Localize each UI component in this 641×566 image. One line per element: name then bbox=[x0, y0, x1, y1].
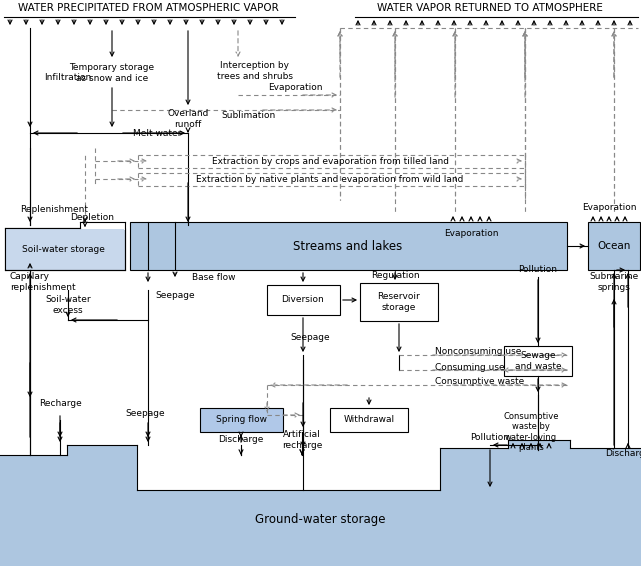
Text: Artificial
recharge: Artificial recharge bbox=[282, 430, 322, 450]
Bar bbox=[5, 228, 125, 270]
Text: Melt water: Melt water bbox=[133, 128, 181, 138]
Text: Discharge: Discharge bbox=[219, 435, 263, 444]
Text: Withdrawal: Withdrawal bbox=[344, 415, 395, 424]
Bar bbox=[588, 222, 640, 270]
Text: Recharge: Recharge bbox=[38, 398, 81, 408]
Text: Spring flow: Spring flow bbox=[215, 415, 267, 424]
Text: Discharge: Discharge bbox=[605, 448, 641, 457]
Text: Temporary storage
as snow and ice: Temporary storage as snow and ice bbox=[69, 63, 154, 83]
Text: Seepage: Seepage bbox=[155, 290, 195, 299]
Text: Capillary
replenishment: Capillary replenishment bbox=[10, 272, 76, 291]
Text: Submarine
springs: Submarine springs bbox=[589, 272, 638, 291]
Text: Regulation: Regulation bbox=[370, 272, 419, 281]
Bar bbox=[570, 448, 641, 490]
Text: Consuming use: Consuming use bbox=[435, 362, 504, 371]
Text: Sewage
and waste: Sewage and waste bbox=[515, 351, 562, 371]
Text: Base flow: Base flow bbox=[192, 273, 235, 282]
Bar bbox=[267, 285, 340, 315]
Text: Reservoir
storage: Reservoir storage bbox=[378, 292, 420, 312]
Text: Evaporation: Evaporation bbox=[444, 229, 498, 238]
Bar bbox=[0, 455, 67, 490]
Bar bbox=[67, 445, 137, 490]
Bar bbox=[130, 222, 567, 270]
Bar bbox=[330, 408, 408, 432]
Bar bbox=[200, 408, 283, 432]
Text: Consumptive
waste by
water-loving
plants: Consumptive waste by water-loving plants bbox=[503, 412, 559, 452]
Text: Sublimation: Sublimation bbox=[221, 110, 275, 119]
Text: Pollution: Pollution bbox=[470, 432, 510, 441]
Text: Evaporation: Evaporation bbox=[268, 84, 322, 92]
Text: Ocean: Ocean bbox=[597, 241, 631, 251]
Text: Interception by
trees and shrubs: Interception by trees and shrubs bbox=[217, 61, 293, 81]
Text: Diversion: Diversion bbox=[281, 295, 324, 305]
Text: Extraction by native plants and evaporation from wild land: Extraction by native plants and evaporat… bbox=[196, 175, 463, 185]
Bar bbox=[508, 440, 570, 490]
Text: Nonconsuming use: Nonconsuming use bbox=[435, 348, 521, 357]
Bar bbox=[440, 448, 508, 490]
Text: Depletion: Depletion bbox=[70, 213, 114, 222]
Text: Pollution: Pollution bbox=[519, 265, 558, 275]
Bar bbox=[0, 490, 641, 566]
Text: Extraction by crops and evaporation from tilled land: Extraction by crops and evaporation from… bbox=[212, 157, 449, 166]
Text: Ground-water storage: Ground-water storage bbox=[254, 513, 385, 526]
Text: WATER PRECIPITATED FROM ATMOSPHERIC VAPOR: WATER PRECIPITATED FROM ATMOSPHERIC VAPO… bbox=[17, 3, 278, 13]
Text: Overland
runoff: Overland runoff bbox=[167, 109, 209, 128]
Text: Seepage: Seepage bbox=[125, 409, 165, 418]
Bar bbox=[504, 346, 572, 376]
Bar bbox=[80, 222, 125, 230]
Text: WATER VAPOR RETURNED TO ATMOSPHERE: WATER VAPOR RETURNED TO ATMOSPHERE bbox=[377, 3, 603, 13]
Text: Soil-water
excess: Soil-water excess bbox=[45, 295, 91, 315]
Text: Infiltration: Infiltration bbox=[44, 74, 91, 83]
Text: Streams and lakes: Streams and lakes bbox=[294, 239, 403, 252]
Text: Seepage: Seepage bbox=[290, 333, 329, 342]
Bar bbox=[5, 229, 124, 269]
Bar bbox=[360, 283, 438, 321]
Text: Consumptive waste: Consumptive waste bbox=[435, 378, 524, 387]
Text: Evaporation: Evaporation bbox=[582, 204, 637, 212]
Text: Soil-water storage: Soil-water storage bbox=[22, 246, 104, 255]
Text: Replenishment: Replenishment bbox=[20, 205, 88, 215]
